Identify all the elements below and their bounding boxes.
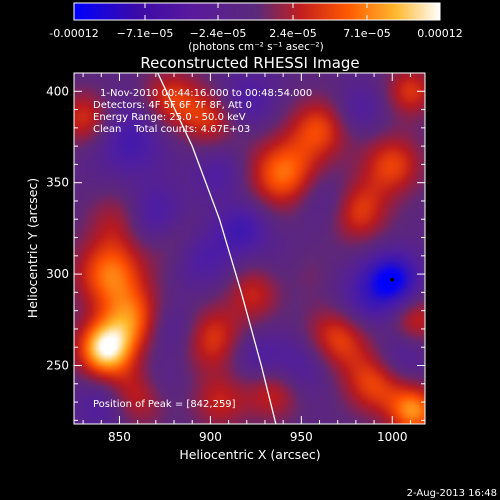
- x-tick-label: 1000: [377, 430, 408, 444]
- y-axis-label: Heliocentric Y (arcsec): [25, 178, 40, 318]
- info-detectors: Detectors: 4F 5F 6F 7F 8F, Att 0: [93, 100, 252, 111]
- colorbar-tick-2: −2.4e−05: [190, 27, 247, 40]
- axis-ticks: [74, 72, 425, 424]
- footer-timestamp: 2-Aug-2013 16:48: [407, 488, 497, 499]
- x-tick-label: 900: [199, 430, 222, 444]
- x-tick-labels: 850 900 950 1000: [108, 430, 408, 444]
- info-energy-range: Energy Range: 25.0 - 50.0 keV: [93, 112, 246, 123]
- x-tick-label: 850: [108, 430, 131, 444]
- chart-title: Reconstructed RHESSI Image: [140, 54, 359, 72]
- heatmap-image: [74, 73, 425, 424]
- y-tick-label: 350: [46, 176, 69, 190]
- peak-marker: [390, 277, 395, 282]
- x-tick-label: 950: [290, 430, 313, 444]
- colorbar: [73, 2, 441, 21]
- colorbar-tick-0: -0.00012: [49, 27, 98, 40]
- y-tick-label: 400: [46, 84, 69, 98]
- solar-limb-curve: [157, 73, 277, 424]
- colorbar-tick-1: −7.1e−05: [117, 27, 174, 40]
- y-tick-label: 250: [46, 359, 69, 373]
- y-tick-label: 300: [46, 267, 69, 281]
- colorbar-tick-3: 2.4e−05: [269, 27, 316, 40]
- colorbar-tick-5: 0.00012: [417, 27, 463, 40]
- colorbar-ticks: [73, 3, 441, 20]
- colorbar-unit-label: (photons cm⁻² s⁻¹ asec⁻²): [188, 41, 323, 53]
- colorbar-tick-4: 7.1e−05: [343, 27, 390, 40]
- info-time-range: 1-Nov-2010 00:44:16.000 to 00:48:54.000: [100, 88, 312, 99]
- y-tick-labels: 250 300 350 400: [46, 84, 69, 372]
- info-clean-counts: Clean Total counts: 4.67E+03: [93, 124, 250, 135]
- x-axis-label: Heliocentric X (arcsec): [179, 447, 320, 462]
- info-peak-position: Position of Peak = [842,259]: [93, 399, 236, 410]
- plot-frame: [73, 72, 426, 425]
